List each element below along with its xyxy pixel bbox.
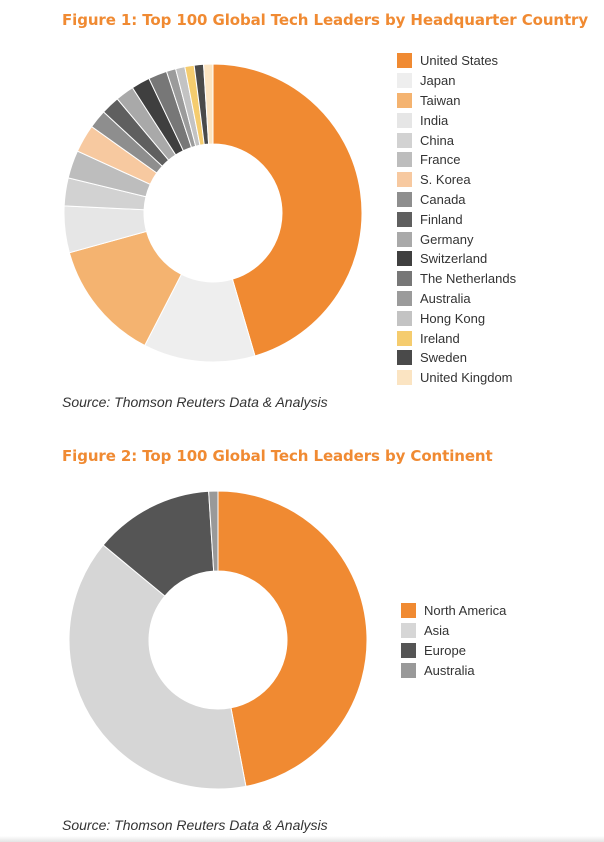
legend-item-australia: Australia <box>397 289 516 309</box>
legend-swatch <box>397 310 412 326</box>
legend-item-united-states: United States <box>397 51 516 71</box>
legend-item-europe: Europe <box>401 640 506 660</box>
legend-item-china: China <box>397 130 516 150</box>
slice-united-kingdom <box>203 63 214 145</box>
legend-label: Sweden <box>420 350 467 366</box>
legend-swatch <box>397 290 412 306</box>
legend-label: Taiwan <box>420 92 461 108</box>
legend-item-australia: Australia <box>401 660 506 680</box>
slice-united-states <box>212 63 363 357</box>
legend-swatch <box>397 112 412 128</box>
legend-swatch <box>397 92 412 108</box>
legend-item-asia: Asia <box>401 620 506 640</box>
legend-label: United Kingdom <box>420 370 513 386</box>
legend-swatch <box>397 53 412 69</box>
figure-1-legend: United States Japan Taiwan India China France… <box>397 51 516 388</box>
legend-label: Switzerland <box>420 251 488 267</box>
legend-item-united-kingdom: United Kingdom <box>397 368 516 388</box>
legend-swatch <box>401 642 416 658</box>
legend-label: Asia <box>424 622 450 638</box>
legend-swatch <box>401 622 416 638</box>
legend-swatch <box>397 370 412 386</box>
legend-label: Ireland <box>420 330 460 346</box>
legend-item-finland: Finland <box>397 209 516 229</box>
legend-swatch <box>401 602 416 618</box>
legend-item-north-america: North America <box>401 600 506 620</box>
legend-swatch <box>397 211 412 227</box>
legend-item-s-korea: S. Korea <box>397 170 516 190</box>
page-bottom-edge <box>0 836 604 842</box>
legend-item-switzerland: Switzerland <box>397 249 516 269</box>
legend-swatch <box>397 231 412 247</box>
legend-label: Australia <box>424 662 475 678</box>
legend-label: China <box>420 132 454 148</box>
legend-item-the-netherlands: The Netherlands <box>397 269 516 289</box>
legend-item-japan: Japan <box>397 71 516 91</box>
slice-australia <box>208 490 219 572</box>
legend-label: Europe <box>424 642 466 658</box>
slice-north-america <box>217 490 368 787</box>
legend-label: Australia <box>420 290 471 306</box>
legend-swatch <box>397 271 412 287</box>
figure-2-title: Figure 2: Top 100 Global Tech Leaders by… <box>62 447 493 465</box>
figure-1-source: Source: Thomson Reuters Data & Analysis <box>62 394 328 410</box>
legend-swatch <box>397 73 412 89</box>
legend-swatch <box>397 172 412 188</box>
legend-label: India <box>420 112 449 128</box>
legend-item-germany: Germany <box>397 229 516 249</box>
legend-label: The Netherlands <box>420 271 517 287</box>
slice-asia <box>68 544 247 790</box>
legend-label: Japan <box>420 73 456 89</box>
figure-2-source: Source: Thomson Reuters Data & Analysis <box>62 817 328 833</box>
figure-1-title: Figure 1: Top 100 Global Tech Leaders by… <box>62 11 589 29</box>
legend-swatch <box>397 132 412 148</box>
legend-item-ireland: Ireland <box>397 328 516 348</box>
legend-swatch <box>397 350 412 366</box>
legend-swatch <box>401 662 416 678</box>
legend-swatch <box>397 251 412 267</box>
legend-item-india: India <box>397 110 516 130</box>
legend-item-france: France <box>397 150 516 170</box>
legend-item-canada: Canada <box>397 190 516 210</box>
figure-2-legend: North America Asia Europe Australia <box>401 600 506 680</box>
legend-item-sweden: Sweden <box>397 348 516 368</box>
legend-label: Finland <box>420 211 463 227</box>
legend-label: S. Korea <box>420 172 471 188</box>
legend-item-taiwan: Taiwan <box>397 91 516 111</box>
legend-label: France <box>420 152 461 168</box>
legend-swatch <box>397 191 412 207</box>
legend-label: North America <box>424 602 507 618</box>
legend-label: Germany <box>420 231 474 247</box>
legend-swatch <box>397 152 412 168</box>
legend-label: Canada <box>420 191 466 207</box>
legend-label: United States <box>420 53 499 69</box>
legend-item-hong-kong: Hong Kong <box>397 308 516 328</box>
legend-swatch <box>397 330 412 346</box>
legend-label: Hong Kong <box>420 310 486 326</box>
